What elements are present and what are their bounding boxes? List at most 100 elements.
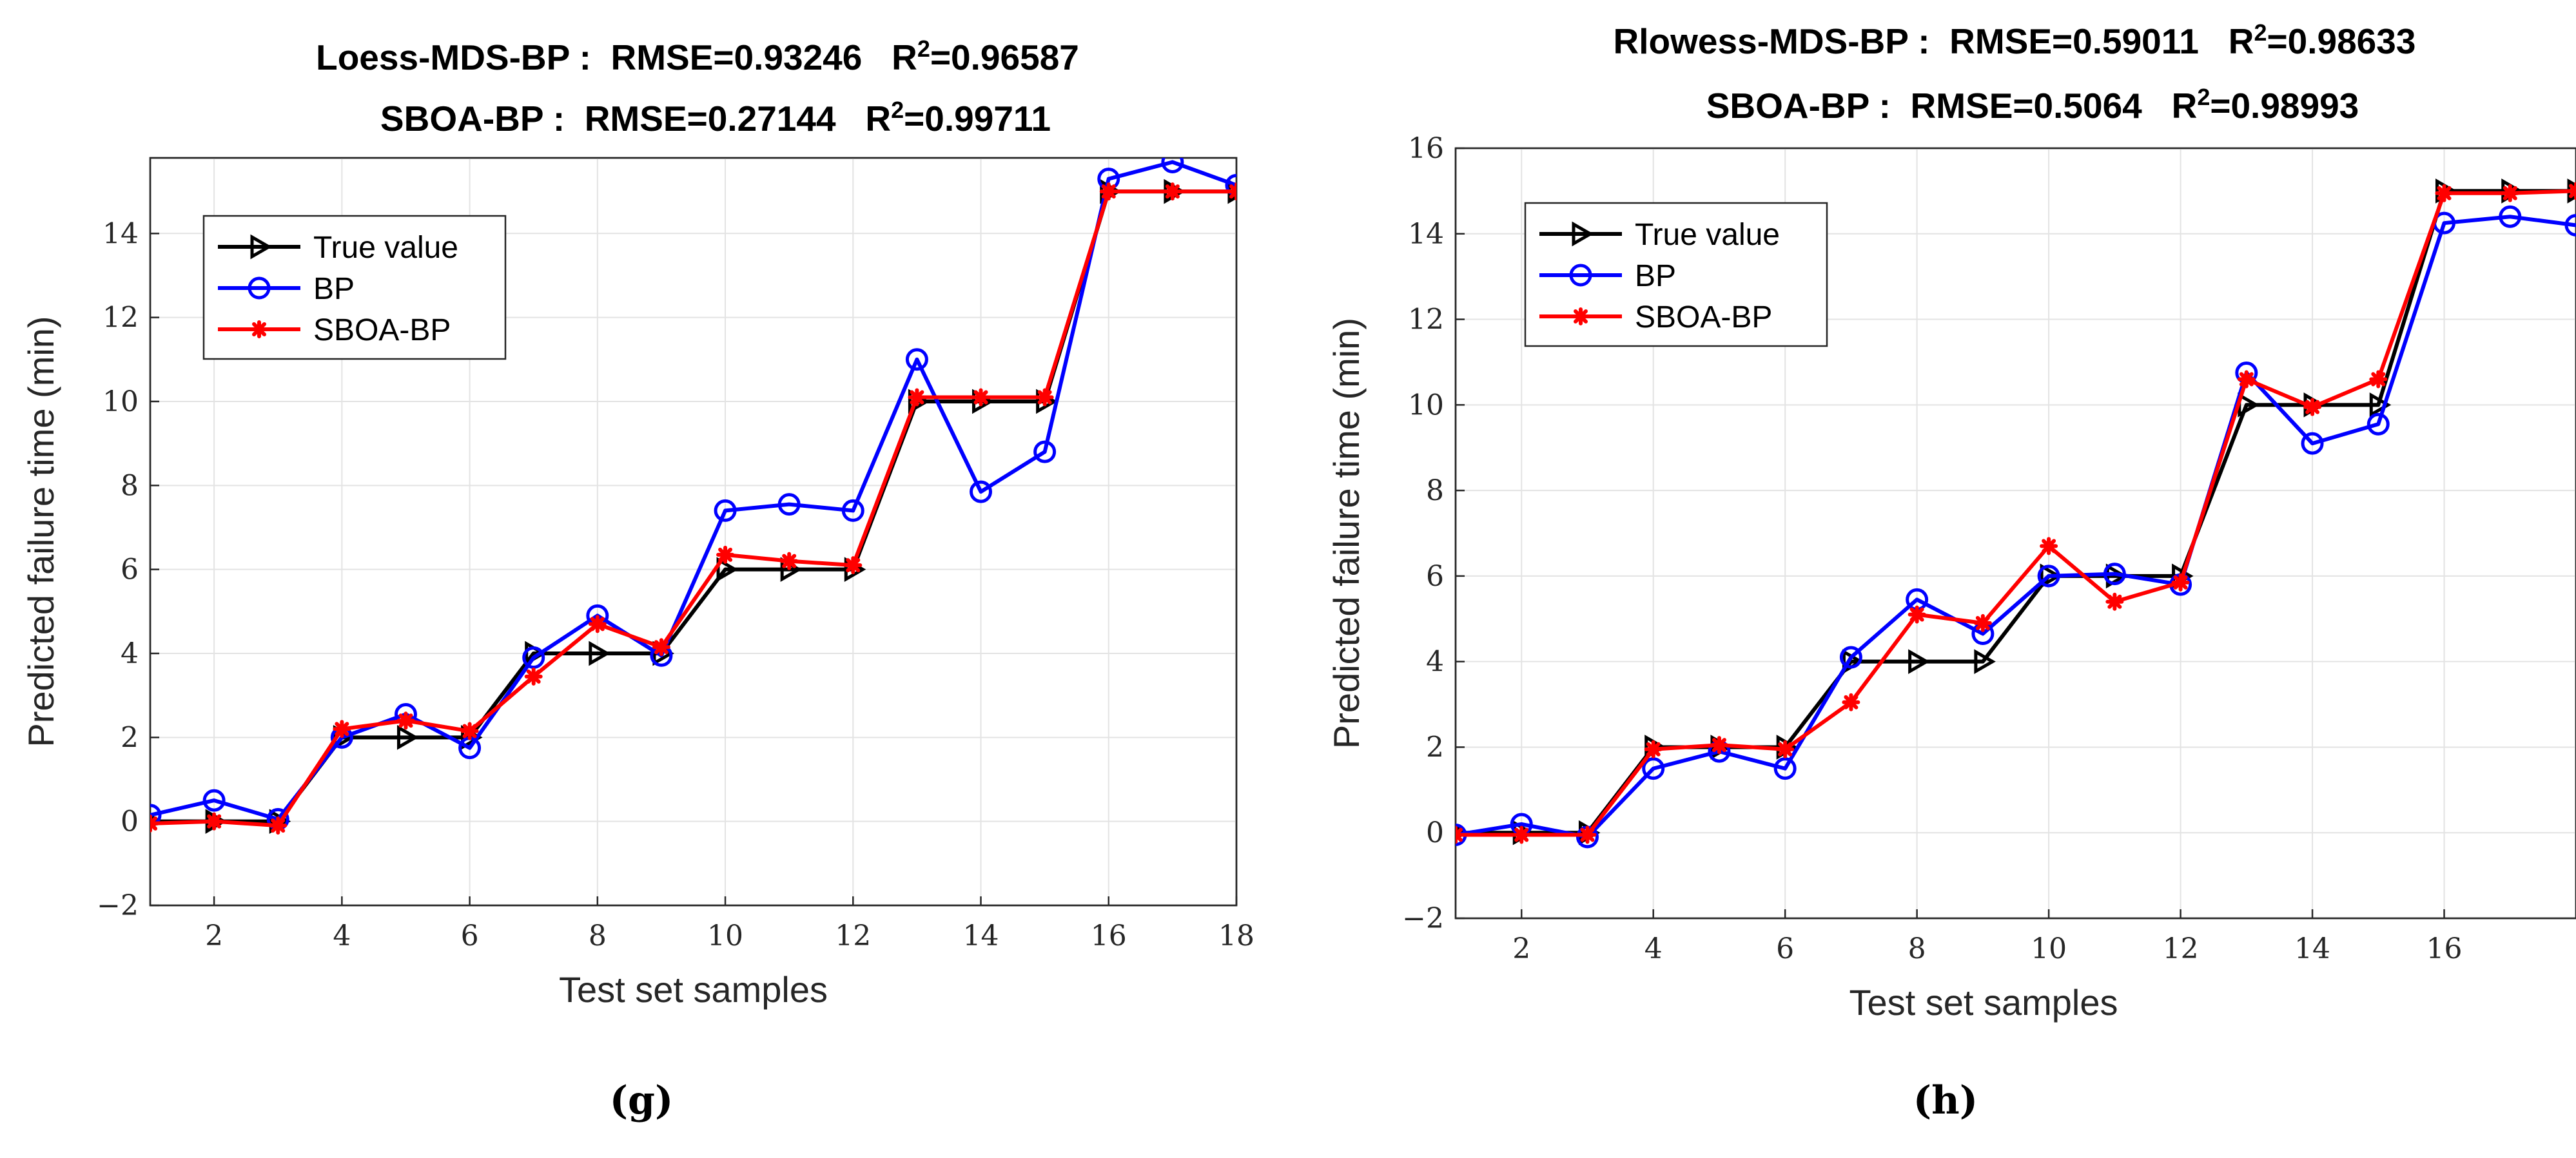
plot-frame bbox=[149, 157, 1238, 907]
x-tick-label: 16 bbox=[1091, 920, 1127, 952]
data-point-sboa bbox=[2435, 184, 2454, 202]
y-tick-label: 12 bbox=[102, 302, 139, 334]
data-point-sboa bbox=[1227, 182, 1236, 201]
y-tick-label: 4 bbox=[121, 637, 139, 670]
data-point-sboa bbox=[2171, 573, 2190, 592]
data-point-sboa bbox=[205, 812, 224, 831]
data-point-sboa bbox=[971, 388, 990, 407]
data-point-sboa bbox=[333, 720, 351, 738]
x-tick-label: 2 bbox=[1512, 932, 1530, 965]
chart-title-title_line2: SBOA-BP : RMSE=0.27144 R2=0.99711 bbox=[380, 97, 1051, 139]
chart-title-title_line1: Loess-MDS-BP : RMSE=0.93246 R2=0.96587 bbox=[316, 35, 1079, 77]
y-tick-label: 14 bbox=[1408, 218, 1444, 251]
data-point-bp bbox=[1161, 158, 1184, 174]
data-point-bp bbox=[150, 804, 162, 827]
legend-entry-bp: BP bbox=[313, 272, 355, 306]
data-point-sboa bbox=[1776, 740, 1795, 758]
data-point-sboa bbox=[2501, 184, 2519, 202]
chart-panel-h: 2 4 6 8 10 12 14 16 −2 0 2 4 6 8 10 12 14 16 Test set samp… bbox=[1326, 19, 2576, 1123]
data-point-sboa bbox=[1908, 605, 1926, 624]
chart-title: Rlowess-MDS-BP : RMSE=0.59011 R2=0.98633… bbox=[1614, 19, 2416, 126]
title-r2-value: =0.98993 bbox=[2210, 86, 2359, 126]
data-point-sboa bbox=[460, 722, 479, 740]
data-point-sboa bbox=[780, 552, 799, 570]
data-point-sboa bbox=[2567, 182, 2576, 200]
data-point-bp bbox=[970, 480, 993, 503]
y-tick-label: 14 bbox=[102, 217, 139, 250]
x-tick-label: 6 bbox=[461, 920, 479, 952]
y-tick-label: 6 bbox=[1426, 560, 1444, 593]
x-axis-label: Test set samples bbox=[559, 969, 828, 1010]
data-point-sboa bbox=[2237, 370, 2256, 389]
legend: True value BP SBOA-BP bbox=[1524, 202, 1828, 347]
y-tick-label: 10 bbox=[102, 385, 139, 418]
legend: True value BP SBOA-BP bbox=[202, 215, 507, 360]
chart-title: Loess-MDS-BP : RMSE=0.93246 R2=0.96587 SB… bbox=[316, 35, 1079, 139]
panel-caption: (g) bbox=[610, 1078, 674, 1123]
title-method: SBOA-BP : bbox=[380, 99, 565, 139]
legend-entry-bp: BP bbox=[1635, 259, 1676, 293]
data-point-bp bbox=[1033, 440, 1057, 463]
y-tick-label: 2 bbox=[1426, 731, 1444, 764]
title-rmse: RMSE=0.27144 bbox=[565, 99, 836, 139]
y-tick-label: −2 bbox=[1402, 902, 1444, 935]
y-axis-label: Predicted failure time (min) bbox=[21, 316, 61, 747]
panel-caption: (h) bbox=[1913, 1078, 1978, 1123]
legend-entry-true: True value bbox=[1635, 218, 1780, 252]
data-point-sboa bbox=[524, 667, 543, 686]
data-point-sboa bbox=[1456, 825, 1465, 844]
x-tick-label: 10 bbox=[707, 920, 743, 952]
data-point-bp bbox=[1225, 173, 1236, 197]
data-point-sboa bbox=[844, 556, 863, 575]
y-axis-label: Predicted failure time (min) bbox=[1326, 318, 1367, 749]
plot-data bbox=[1456, 179, 2576, 849]
data-point-sboa bbox=[2303, 398, 2322, 416]
series-line-bp bbox=[150, 160, 1236, 822]
x-tick-label: 12 bbox=[2163, 932, 2199, 965]
legend-marker-sboa bbox=[1572, 307, 1590, 325]
legend-marker-sboa bbox=[250, 320, 268, 338]
data-point-sboa bbox=[1644, 740, 1663, 758]
axes-ticks: 2 4 6 8 10 12 14 16 −2 0 2 4 6 8 10 12 14 16 bbox=[1402, 132, 2462, 965]
data-point-sboa bbox=[1163, 182, 1182, 201]
data-point-sboa bbox=[1710, 736, 1728, 755]
data-point-bp bbox=[522, 646, 545, 670]
title-r2-value: =0.99711 bbox=[904, 99, 1051, 139]
data-point-bp bbox=[1773, 757, 1797, 780]
series-sboa bbox=[150, 182, 1236, 835]
data-point-bp bbox=[2103, 563, 2126, 586]
title-r2-label: R bbox=[836, 99, 892, 139]
legend-marker-true bbox=[1572, 221, 1594, 247]
y-tick-label: 8 bbox=[121, 469, 139, 502]
title-r2-label: R bbox=[2199, 21, 2254, 61]
x-tick-label: 2 bbox=[205, 920, 223, 952]
y-tick-label: 6 bbox=[121, 554, 139, 586]
x-tick-label: 4 bbox=[1644, 932, 1663, 965]
data-point-sboa bbox=[908, 388, 926, 407]
x-axis-label: Test set samples bbox=[1849, 982, 2118, 1023]
x-tick-label: 14 bbox=[963, 920, 999, 952]
data-point-sboa bbox=[2369, 370, 2388, 389]
data-point-sboa bbox=[269, 816, 288, 835]
data-point-bp bbox=[202, 789, 226, 812]
data-point-sboa bbox=[1578, 825, 1597, 844]
data-point-bp bbox=[777, 493, 801, 516]
title-r2-value: =0.98633 bbox=[2267, 21, 2416, 61]
title-r2-sup: 2 bbox=[2197, 84, 2210, 110]
series-line-sboa bbox=[150, 189, 1236, 828]
y-tick-label: 4 bbox=[1426, 646, 1444, 679]
data-point-sboa bbox=[2040, 537, 2058, 555]
x-tick-label: 8 bbox=[589, 920, 607, 952]
x-tick-label: 14 bbox=[2294, 932, 2330, 965]
title-r2-label: R bbox=[2142, 86, 2198, 126]
chart-title-title_line1: Rlowess-MDS-BP : RMSE=0.59011 R2=0.98633 bbox=[1614, 19, 2416, 61]
legend-marker-bp bbox=[248, 276, 271, 300]
data-point-true bbox=[2040, 563, 2062, 589]
y-tick-label: −2 bbox=[97, 889, 139, 922]
data-point-bp bbox=[714, 499, 737, 522]
x-tick-label: 16 bbox=[2426, 932, 2463, 965]
title-r2-value: =0.96587 bbox=[930, 37, 1079, 77]
x-tick-label: 18 bbox=[1218, 920, 1254, 952]
data-point-sboa bbox=[588, 615, 607, 633]
